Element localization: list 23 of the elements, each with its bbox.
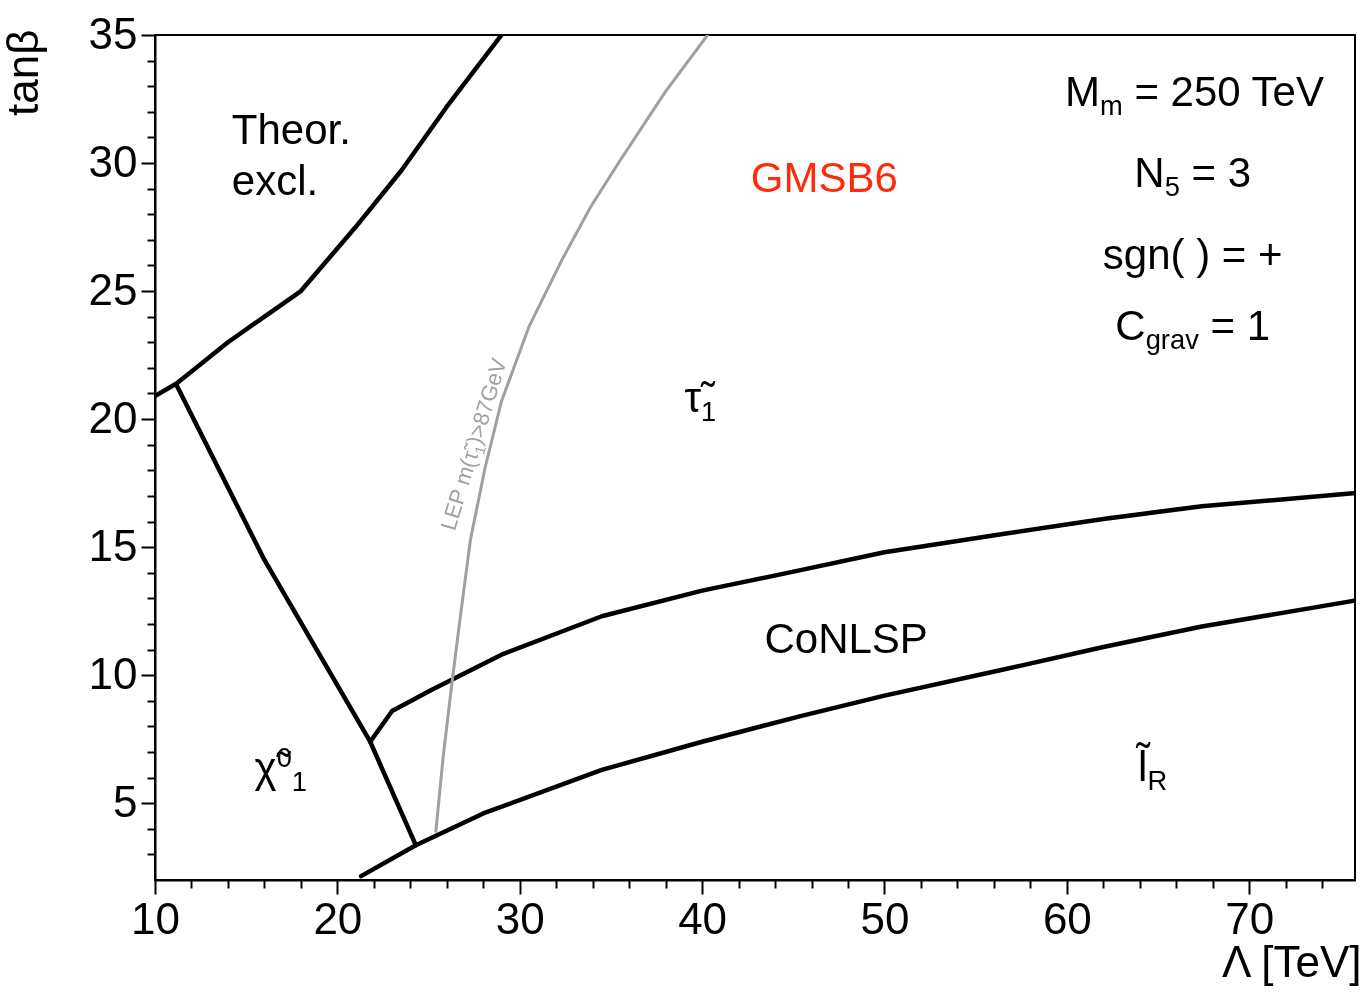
annotation: N$_{5}$ = 3 — [1134, 148, 1252, 203]
annotation: l̃$_{R}$ — [1138, 742, 1168, 797]
x-tick-label: 30 — [495, 893, 545, 943]
x-tick-label: 10 — [131, 893, 180, 943]
annotation: M$_{m}$ = 250 TeV — [1065, 67, 1324, 122]
y-tick-label: 35 — [88, 8, 138, 58]
y-tick-label: 10 — [88, 648, 138, 698]
y-tick-label: 30 — [88, 136, 138, 186]
annotation: sgn( ) = + — [1102, 231, 1283, 279]
x-tick-label: 50 — [860, 893, 910, 943]
annotation: CoNLSP — [764, 615, 928, 663]
y-tick-label: 15 — [88, 520, 138, 570]
annotation: τ̃$_{1}$ — [684, 373, 717, 428]
y-tick-label: 25 — [88, 264, 138, 314]
x-tick-label: 20 — [313, 893, 363, 943]
y-axis-title: tanβ — [0, 29, 47, 116]
y-tick-label: 20 — [88, 392, 138, 442]
annotation: Theor. excl. — [231, 104, 352, 206]
y-tick-label: 5 — [113, 776, 138, 826]
x-tick-label: 60 — [1042, 893, 1092, 943]
annotation: C$_{grav}$ = 1 — [1115, 302, 1271, 356]
x-tick-label: 40 — [678, 893, 728, 943]
text: GMSB6 — [750, 154, 898, 202]
